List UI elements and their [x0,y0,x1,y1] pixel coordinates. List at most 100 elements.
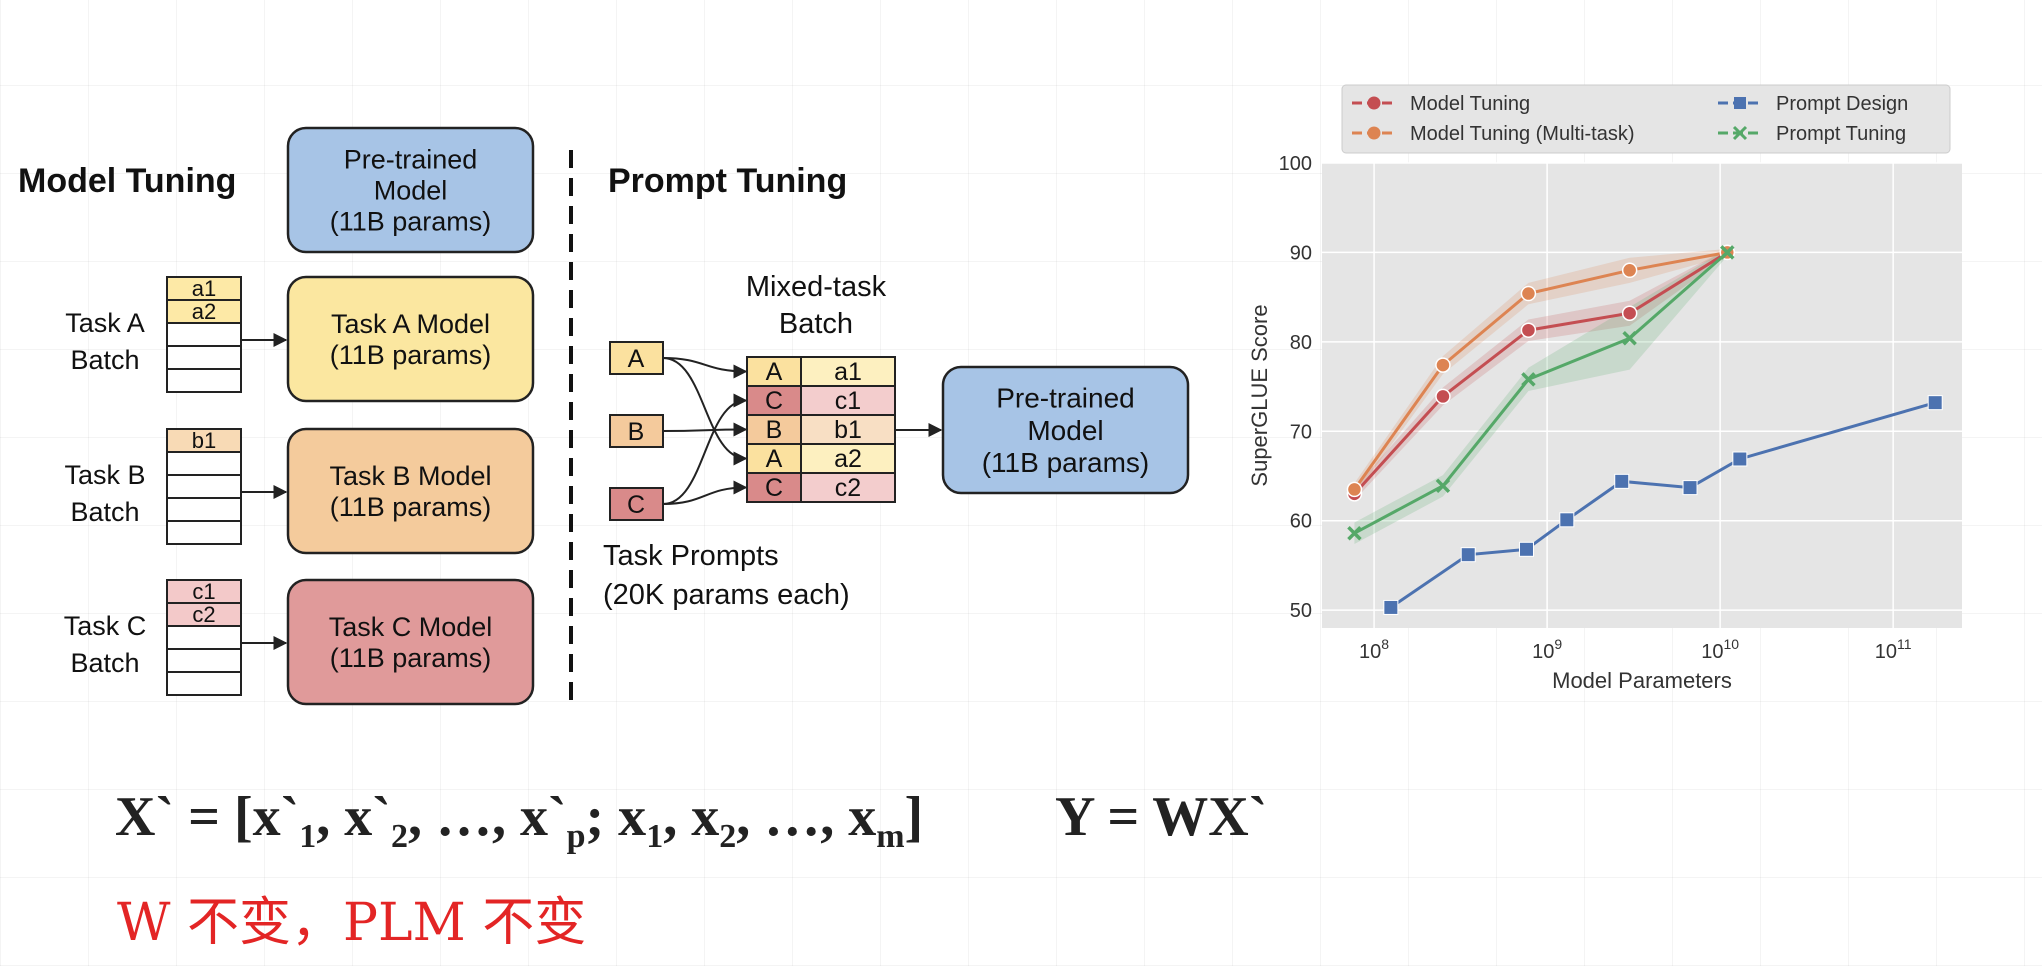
x-tick-label: 1010 [1701,636,1739,663]
data-point [1383,599,1399,615]
prompt-box [609,341,664,375]
batch-row-label: a2 [192,299,216,324]
legend-label: Model Tuning [1410,93,1530,115]
y-tick-label: 100 [1279,153,1312,175]
prompt-pretrained-box [941,365,1190,495]
y-axis-label: SuperGLUE Score [1247,304,1272,486]
x-axis-label: Model Parameters [1552,668,1732,693]
chart-legend: Model Tuning Model Tuning (Multi-task) Pro… [1341,84,1951,154]
formula-sub: 2 [390,818,408,856]
prompt-label: C [627,491,645,519]
data-point [1621,305,1638,321]
prompt-pretrained-box-label: Model [1027,415,1103,446]
prompt-label: A [628,345,645,373]
task-batch-label: Task B [64,460,145,490]
mixed-prompt-label: C [765,387,783,415]
mixed-data-label: c2 [835,474,861,502]
task-prompts-label: Task Prompts [603,540,779,572]
y-tick-label: 60 [1290,511,1312,533]
data-point [1614,473,1630,489]
x-tick-exponent: 9 [1554,636,1562,652]
legend-frame [1341,84,1951,154]
task-model-box [286,578,535,706]
data-point [1720,245,1735,260]
prompt-arrow [662,480,748,505]
y-tick-label: 50 [1290,600,1312,622]
batch-row-label: c1 [192,579,215,604]
mixed-prompt-label: A [766,445,783,473]
y-tick-label: 80 [1290,332,1312,354]
data-point [1347,525,1362,541]
batch-row [166,648,242,673]
task-model-box-label: Task A Model [331,309,490,339]
data-point [1518,541,1534,557]
batch-row [166,368,242,393]
formula-sub: 1 [299,818,317,856]
mixed-prompt-label: A [766,358,783,386]
model-tuning-title: Model Tuning [18,162,236,200]
mixed-data-cell [800,472,896,503]
prompt-pretrained-box-label: (11B params) [982,447,1150,478]
x-tick-base: 10 [1532,641,1554,663]
formula-part: , …, x` [407,786,567,848]
formula-part: ] [904,786,924,848]
task-model-box-label: (11B params) [330,340,492,370]
legend-marker [1732,125,1748,141]
data-point [1435,357,1451,373]
prompt-arrow [662,357,748,466]
data-point [1520,322,1537,338]
batch-row-label: b1 [192,428,216,453]
task-model-box [286,427,535,555]
batch-row [166,345,242,370]
data-point [1559,512,1575,528]
x-tick-exponent: 8 [1381,636,1389,652]
mixed-data-label: a1 [834,358,862,386]
input-formula: X` = [x`1, x`2, …, x`p; x1, x2, …, xm] [115,785,923,856]
prompt-arrow [662,393,748,505]
task-model-box [286,275,535,403]
mixed-prompt-cell [746,443,802,474]
data-point [1520,285,1537,302]
mixed-batch-title: Batch [779,308,853,340]
formula-sub: 1 [646,818,664,856]
task-batch-label: Task C [64,611,147,641]
x-tick-base: 10 [1701,641,1723,663]
prompt-label: B [628,418,645,446]
mixed-prompt-label: B [766,416,783,444]
formula-part: , x [663,786,720,848]
data-point [1622,331,1637,346]
prompt-tuning-title: Prompt Tuning [608,162,847,200]
data-point [1435,478,1451,494]
data-point [1927,395,1943,411]
mixed-data-label: b1 [834,416,862,444]
mixed-prompt-cell [746,472,802,503]
mixed-data-cell [800,385,896,416]
task-batch-label: Task A [65,308,145,338]
formula-sub: 2 [719,818,737,856]
x-tick-label: 108 [1359,636,1389,663]
x-tick-base: 10 [1359,641,1381,663]
x-tick-label: 1011 [1875,636,1912,663]
legend-label: Model Tuning (Multi-task) [1410,123,1635,145]
batch-row-label: c2 [192,602,215,627]
data-point [1682,480,1698,496]
pretrained-model-box-label: Model [374,175,448,205]
batch-row [166,520,242,545]
prompt-arrow [662,422,748,437]
batch-row [166,451,242,476]
formula-part: , …, x [736,786,877,848]
mixed-data-label: c1 [835,387,861,415]
pretrained-model-box [286,126,535,254]
formula-part: ; x [585,786,647,848]
note-text: W 不变，PLM 不变 [117,893,587,953]
legend-label: Prompt Design [1776,93,1908,115]
mixed-batch-title: Mixed-task [746,271,887,303]
formula-sub: m [876,818,905,856]
batch-row [166,497,242,522]
task-batch-label: Batch [70,345,139,375]
prompt-arrow [662,357,748,379]
legend-label: Prompt Tuning [1776,123,1906,145]
legend-marker [1367,126,1381,140]
